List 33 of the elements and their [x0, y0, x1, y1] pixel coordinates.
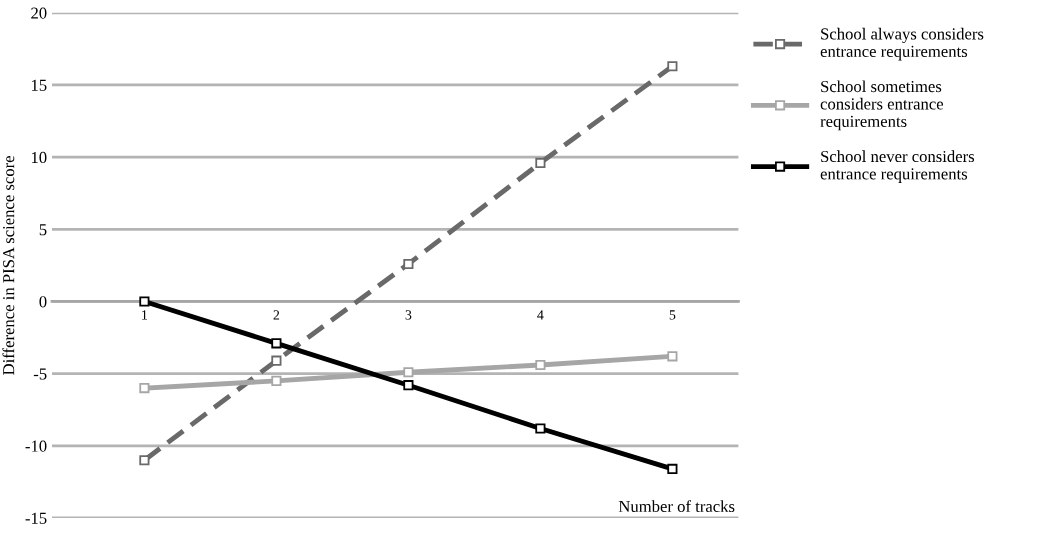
point [403, 367, 414, 378]
x-tick-label: 3 [405, 310, 412, 320]
y-tick-label: 15 [31, 79, 47, 91]
point [667, 463, 678, 474]
x-axis-title: Number of tracks [618, 500, 735, 513]
y-tick-label: 0 [39, 296, 47, 308]
point [535, 359, 546, 371]
y-tick-label: 10 [31, 151, 47, 164]
x-tick-label: 1 [142, 310, 148, 320]
point [271, 355, 282, 366]
y-axis-title: Difference in PISA science score [2, 155, 15, 375]
point [271, 338, 282, 349]
point [271, 375, 282, 386]
point [139, 296, 150, 307]
point [139, 383, 150, 394]
point [667, 351, 678, 362]
x-tick-label: 4 [537, 310, 544, 320]
y-tick-label: 5 [39, 224, 47, 236]
y-tick-label: -10 [25, 440, 47, 452]
y-tick-label: -5 [33, 368, 47, 380]
point [535, 157, 546, 168]
point [535, 423, 546, 434]
y-tick-label: -15 [25, 512, 47, 524]
point [139, 455, 150, 466]
y-tick-label: 20 [31, 7, 47, 19]
point [403, 258, 414, 270]
legend-label: School sometimes considers entrance requirements [820, 80, 944, 131]
legend-label: School always considers entrance requirements [820, 27, 984, 61]
point [403, 380, 414, 391]
x-tick-label: 5 [669, 310, 676, 320]
legend-label: School never considers entrance requirements [820, 150, 975, 183]
x-tick-label: 2 [273, 310, 280, 320]
point [667, 61, 678, 72]
